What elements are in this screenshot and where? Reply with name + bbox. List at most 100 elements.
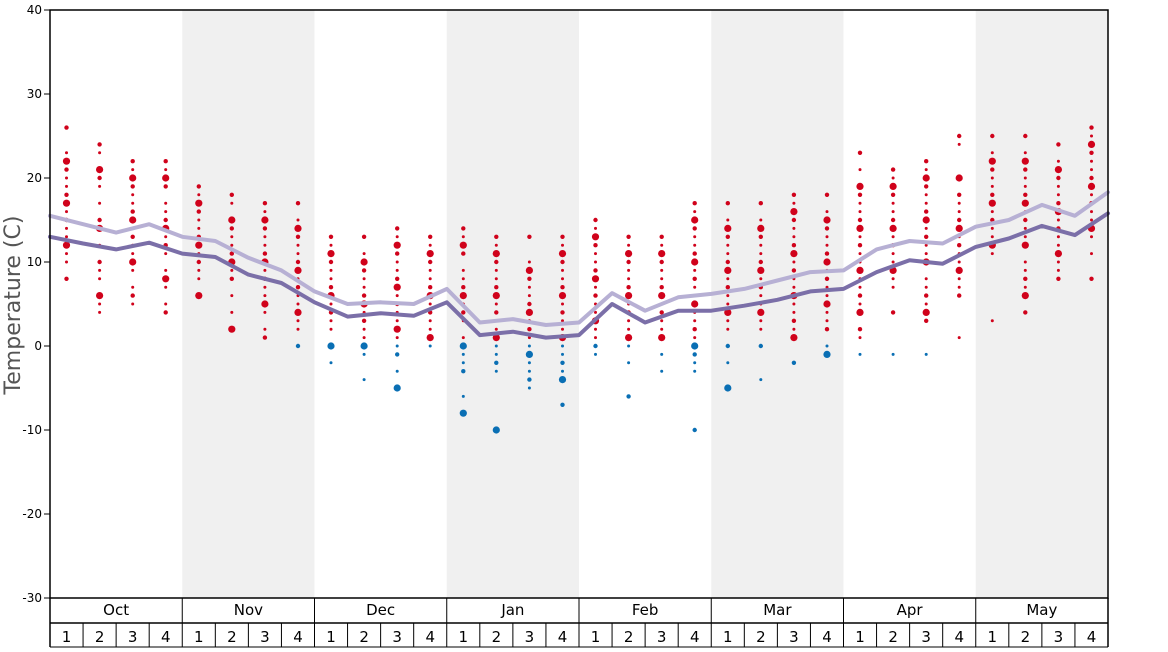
data-point	[593, 243, 598, 248]
data-point	[262, 226, 268, 231]
data-point	[494, 302, 498, 306]
data-point	[560, 310, 565, 315]
week-label: 2	[888, 628, 898, 646]
data-point	[1090, 210, 1093, 214]
data-point	[825, 285, 829, 289]
week-label: 4	[690, 628, 700, 646]
data-point	[263, 268, 267, 272]
data-point	[691, 258, 699, 266]
data-point	[626, 285, 631, 290]
data-point	[726, 218, 730, 222]
data-point	[327, 342, 335, 350]
data-point	[459, 241, 467, 249]
data-point	[891, 260, 895, 264]
data-point	[692, 427, 697, 433]
data-point	[891, 201, 895, 205]
data-point	[791, 243, 797, 248]
data-point	[195, 241, 203, 249]
data-point	[96, 166, 104, 174]
data-point	[130, 209, 135, 214]
data-point	[527, 361, 531, 365]
data-point	[561, 243, 564, 247]
data-point	[525, 350, 534, 358]
data-point	[858, 285, 862, 289]
data-point	[494, 285, 499, 290]
data-point	[395, 268, 399, 272]
month-band	[711, 10, 844, 598]
data-point	[230, 235, 234, 239]
data-point	[693, 243, 697, 247]
data-point	[130, 293, 135, 298]
data-point	[1021, 241, 1029, 249]
data-point	[957, 260, 961, 264]
data-point	[329, 327, 333, 331]
data-point	[428, 327, 432, 331]
data-point	[163, 184, 168, 189]
data-point	[494, 360, 499, 365]
data-point	[990, 167, 995, 172]
data-point	[660, 277, 664, 281]
y-tick-label: 30	[27, 87, 42, 101]
data-point	[131, 201, 135, 205]
data-point	[129, 258, 137, 266]
y-tick-label: 0	[34, 339, 42, 353]
data-point	[758, 234, 763, 239]
data-point	[594, 336, 597, 340]
data-point	[361, 268, 367, 273]
data-point	[626, 234, 631, 239]
data-point	[296, 218, 300, 222]
series-line	[48, 211, 1110, 340]
data-point	[858, 336, 862, 340]
data-point	[461, 369, 466, 374]
data-point	[758, 343, 763, 349]
y-tick-label: 40	[27, 3, 42, 17]
data-point	[726, 327, 730, 331]
temperature-lines	[48, 190, 1110, 340]
data-point	[65, 184, 68, 188]
data-point	[957, 133, 962, 139]
data-point	[792, 226, 796, 230]
data-point	[891, 210, 895, 214]
data-point	[924, 226, 928, 230]
data-point	[262, 201, 268, 206]
data-point	[98, 184, 102, 188]
data-point	[295, 285, 301, 290]
data-point	[759, 243, 763, 247]
data-point	[164, 235, 168, 239]
data-point	[195, 199, 203, 207]
data-point	[1023, 176, 1027, 180]
data-point	[494, 243, 498, 247]
data-point	[790, 334, 798, 342]
data-point	[230, 294, 234, 298]
data-point	[922, 216, 930, 224]
data-point	[759, 294, 763, 298]
data-point	[558, 292, 567, 300]
data-point	[62, 241, 71, 249]
data-point	[1023, 310, 1028, 315]
month-label: Dec	[366, 601, 395, 619]
data-point	[328, 234, 334, 239]
data-point	[757, 224, 765, 232]
data-point	[692, 201, 697, 206]
data-point	[593, 217, 598, 223]
data-point	[990, 235, 994, 239]
data-point	[692, 276, 697, 281]
data-point	[724, 384, 732, 392]
data-point	[594, 285, 597, 289]
data-point	[891, 176, 895, 180]
data-point	[393, 325, 401, 333]
data-point	[527, 276, 532, 281]
week-label: 3	[260, 628, 270, 646]
data-point	[494, 268, 498, 272]
data-point	[757, 266, 765, 274]
data-point	[591, 233, 600, 241]
data-point	[890, 310, 896, 315]
data-point	[1056, 184, 1060, 188]
month-bands	[182, 10, 1108, 598]
data-point	[626, 259, 631, 265]
data-point	[561, 319, 564, 323]
month-band	[182, 10, 315, 598]
week-label: 2	[359, 628, 369, 646]
data-point	[891, 285, 895, 289]
data-point	[461, 268, 465, 272]
